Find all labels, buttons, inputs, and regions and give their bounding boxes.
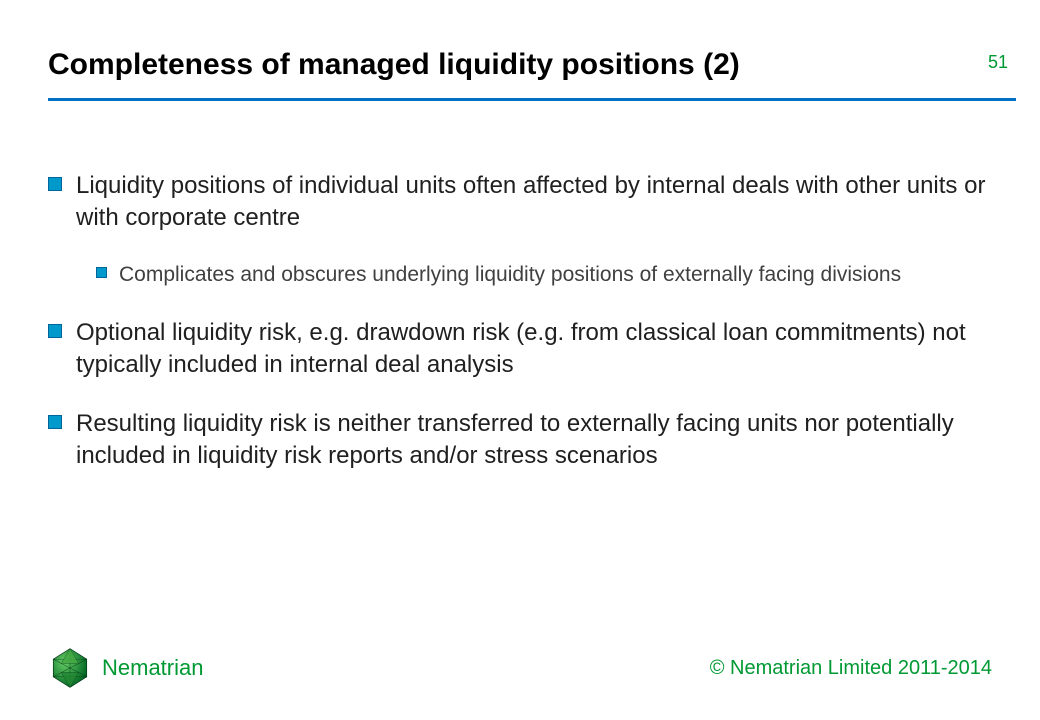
square-bullet-icon (48, 324, 62, 338)
bullet-item: Optional liquidity risk, e.g. drawdown r… (48, 317, 992, 380)
bullet-text: Liquidity positions of individual units … (76, 170, 992, 233)
copyright-text: © Nematrian Limited 2011-2014 (710, 657, 992, 680)
horizontal-rule (48, 98, 1016, 101)
page-number: 51 (988, 52, 1008, 73)
brand-name: Nematrian (102, 655, 203, 681)
nematrian-logo-icon (48, 646, 92, 690)
bullet-text: Resulting liquidity risk is neither tran… (76, 408, 992, 471)
square-bullet-icon (48, 177, 62, 191)
slide-header: Completeness of managed liquidity positi… (48, 48, 992, 98)
slide-content: Liquidity positions of individual units … (48, 170, 992, 500)
brand: Nematrian (48, 646, 203, 690)
sub-bullet-text: Complicates and obscures underlying liqu… (119, 261, 901, 289)
bullet-item: Liquidity positions of individual units … (48, 170, 992, 233)
bullet-item: Resulting liquidity risk is neither tran… (48, 408, 992, 471)
slide: Completeness of managed liquidity positi… (0, 0, 1040, 720)
square-bullet-icon (48, 415, 62, 429)
slide-title: Completeness of managed liquidity positi… (48, 48, 992, 82)
slide-footer: Nematrian © Nematrian Limited 2011-2014 (48, 646, 992, 690)
sub-bullet-item: Complicates and obscures underlying liqu… (96, 261, 992, 289)
bullet-text: Optional liquidity risk, e.g. drawdown r… (76, 317, 992, 380)
square-bullet-icon (96, 267, 107, 278)
